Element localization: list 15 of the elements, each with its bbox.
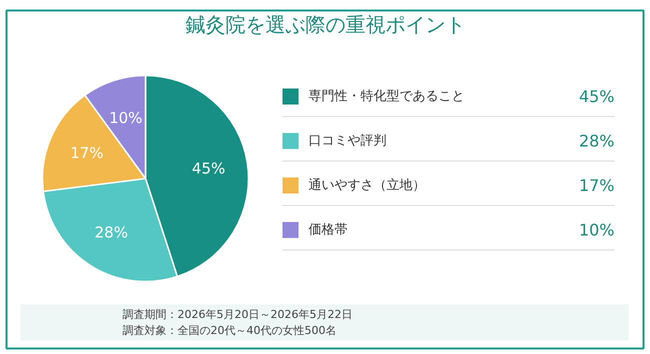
data-label: 45% [192,160,226,178]
data-label: 28% [94,223,128,242]
data-label: 17% [70,144,104,162]
legend-label: 口コミや評判 [308,134,386,148]
text: 調査期間：2026年5月20日～2026年5月22日 [122,308,352,321]
text: 17% [578,176,614,195]
legend-label: 通いやすさ（立地） [308,177,426,193]
data-label: 10% [109,108,142,127]
chart-title: 鍼灸院を選ぶ際の重視ポイント [186,12,466,36]
legend-label: 価格帯 [308,222,348,238]
text: 調査対象：全国の20代～40代の女性500名 [122,324,336,337]
text: 28% [578,132,614,150]
legend-label: 専門性・特化型であること [308,89,464,104]
text: 45% [578,87,614,106]
text: 10% [578,220,614,240]
